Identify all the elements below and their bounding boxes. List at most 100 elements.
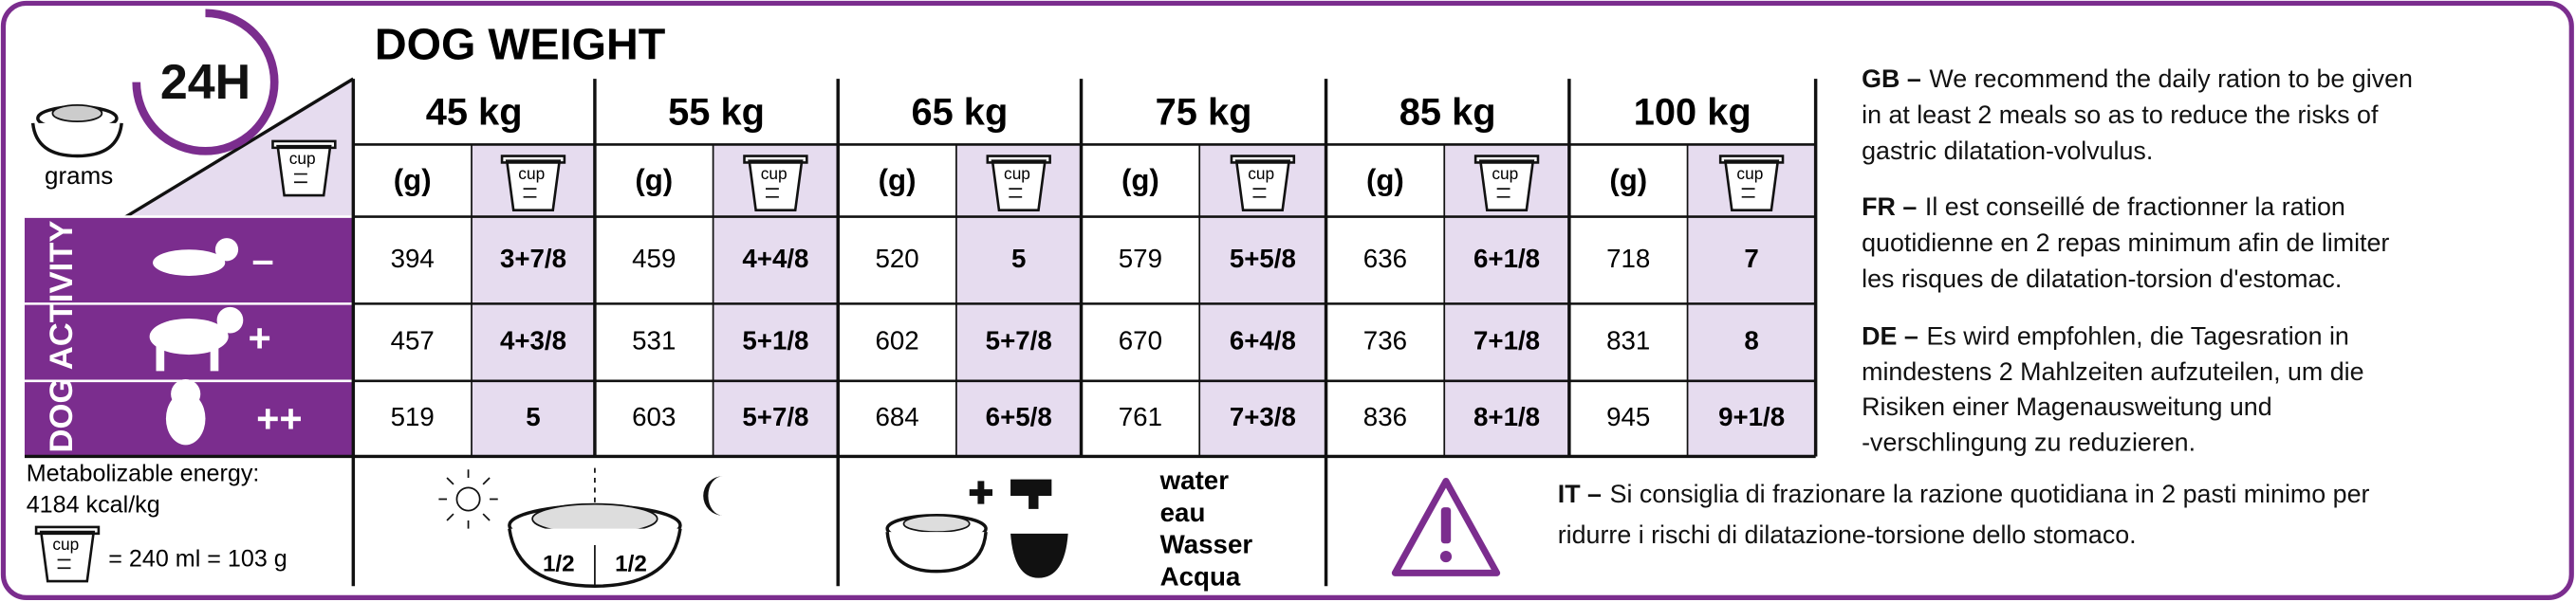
cup-label: cup: [518, 164, 545, 183]
cup-icon: cup: [1230, 155, 1296, 211]
cups-cell: 3+7/8: [500, 244, 566, 273]
gram-unit: (g): [1121, 163, 1159, 196]
grams-label: grams: [45, 161, 113, 190]
cup-label: cup: [289, 149, 316, 168]
cup-icon: cup: [271, 139, 337, 197]
water-word: eau: [1160, 498, 1206, 527]
grams-cell: 761: [1119, 402, 1162, 431]
note-line: DE – Es wird empfohlen, die Tagesration i…: [1862, 322, 2349, 351]
energy-value: 4184 kcal/kg: [27, 491, 160, 518]
note-code: FR –: [1862, 192, 1917, 221]
cup-label: cup: [1248, 164, 1274, 183]
note-code: DE –: [1862, 322, 1918, 351]
grams-cell: 636: [1363, 244, 1407, 273]
cups-cell: 7+3/8: [1230, 402, 1296, 431]
cup-shape: [743, 155, 808, 211]
activity-label: DOG ACTIVITY: [44, 221, 80, 453]
weight-header: 75 kg: [1156, 92, 1252, 134]
note-line: -verschlingung zu reduzieren.: [1862, 428, 2196, 456]
cups-cell: 4+3/8: [500, 325, 566, 355]
half-label: 1/2: [615, 552, 647, 577]
cups-cell: 7: [1744, 244, 1758, 273]
grams-cell: 602: [875, 325, 918, 355]
activity-level: –: [252, 237, 274, 282]
note-line: Risiken einer Magenausweitung und: [1862, 392, 2271, 421]
note-text: Il est conseillé de fractionner la ratio…: [1925, 192, 2345, 221]
grams-cell: 684: [875, 402, 918, 431]
cup-marks: [1496, 188, 1510, 198]
cups-cell: 4+4/8: [742, 244, 808, 273]
note-text: Si consiglia di frazionare la razione qu…: [1610, 480, 2370, 508]
cup-marks: [766, 188, 779, 198]
grams-cell: 519: [391, 402, 435, 431]
half-label: 1/2: [543, 552, 575, 577]
cup-icon: cup: [1473, 155, 1540, 211]
cups-cell: 8+1/8: [1473, 402, 1540, 431]
cup-equivalent: = 240 ml = 103 g: [108, 545, 287, 572]
grams-cell: 457: [391, 325, 435, 355]
gram-unit: (g): [1366, 163, 1404, 196]
dog-icons: [149, 238, 244, 446]
weight-header: 45 kg: [426, 92, 523, 134]
cup-shape: [1230, 155, 1296, 211]
cups-cell: 7+1/8: [1473, 325, 1540, 355]
title: DOG WEIGHT: [375, 19, 666, 68]
cups-cell: 5+5/8: [1230, 244, 1296, 273]
weight-header: 65 kg: [911, 92, 1008, 134]
cups-cell: 6+4/8: [1230, 325, 1296, 355]
activity-level: +: [248, 316, 270, 360]
note-line: quotidienne en 2 repas minimum afin de l…: [1862, 228, 2389, 257]
cup-icon: cup: [500, 155, 566, 211]
cup-icon: cup: [1718, 155, 1785, 211]
cups-cell: 5: [526, 402, 540, 431]
cup-label: cup: [1004, 164, 1030, 183]
cup-shape: [1473, 155, 1540, 211]
cup-marks: [1741, 188, 1755, 198]
cup-icon: cup: [34, 525, 101, 583]
half-bowl: [508, 502, 682, 588]
cups-cell: 5: [1011, 244, 1026, 273]
note-text: Es wird empfohlen, die Tagesration in: [1926, 322, 2348, 351]
warning-icon: [1391, 477, 1501, 576]
note-line: gastric dilatation-volvulus.: [1862, 137, 2153, 165]
cup-shape: [500, 155, 566, 211]
gram-unit: (g): [879, 163, 917, 196]
note-line: les risques de dilatation-torsion d'esto…: [1862, 265, 2342, 293]
cup-marks: [1252, 188, 1267, 198]
grams-cell: 718: [1606, 244, 1650, 273]
cup-label: cup: [1736, 164, 1763, 183]
cup-shape: [1718, 155, 1785, 211]
gram-unit: (g): [1609, 163, 1647, 196]
cup-shape: [34, 525, 101, 583]
cups-cell: 5+7/8: [742, 402, 808, 431]
cups-cell: 9+1/8: [1718, 402, 1785, 431]
grams-cell: 531: [632, 325, 676, 355]
cups-cell: 6+1/8: [1473, 244, 1540, 273]
grams-cell: 459: [632, 244, 676, 273]
energy-label: Metabolizable energy:: [27, 460, 260, 486]
water-word: Wasser: [1160, 530, 1253, 559]
cup-icon: cup: [743, 155, 808, 211]
water-bowl: [885, 479, 1068, 578]
activity-level: ++: [256, 396, 303, 441]
cups-cell: 5+7/8: [986, 325, 1052, 355]
note-code: GB –: [1862, 64, 1921, 93]
grams-cell: 736: [1363, 325, 1407, 355]
weight-header: 55 kg: [668, 92, 765, 134]
bowl-icon: [30, 103, 123, 158]
cups-cell: 8: [1744, 325, 1758, 355]
note-line: GB – We recommend the daily ration to be …: [1862, 64, 2413, 93]
grams-cell: 670: [1119, 325, 1162, 355]
weight-header: 100 kg: [1634, 92, 1751, 134]
grams-cell: 945: [1606, 402, 1650, 431]
grams-cell: 831: [1606, 325, 1650, 355]
cup-label: cup: [1492, 164, 1518, 183]
cup-icon: cup: [986, 155, 1051, 211]
cups-cell: 5+1/8: [742, 325, 808, 355]
cup-label: cup: [761, 164, 788, 183]
note-code: IT –: [1558, 480, 1602, 508]
cup-marks: [1009, 188, 1023, 198]
grams-cell: 603: [632, 402, 676, 431]
grams-cell: 836: [1363, 402, 1407, 431]
